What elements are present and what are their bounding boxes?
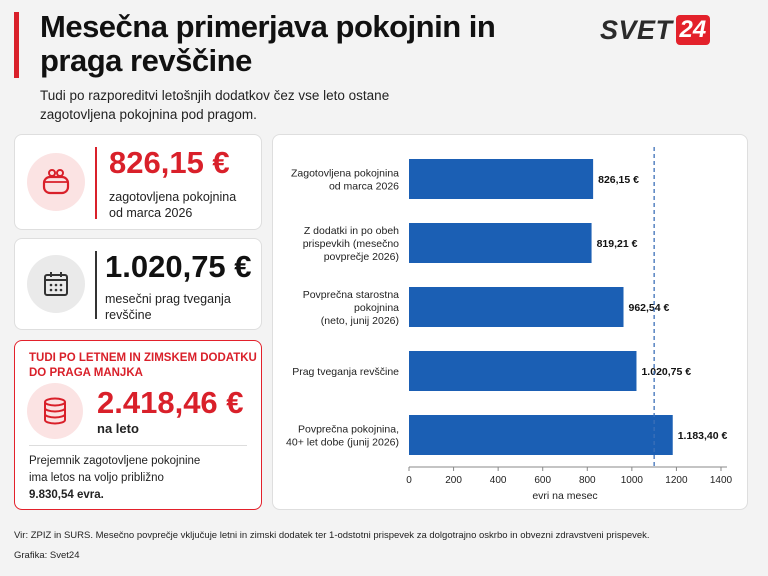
svet24-logo: SVET 24	[600, 14, 711, 46]
bar	[409, 287, 624, 327]
category-label: prispevkih (mesečno	[303, 238, 399, 250]
pension-card: 826,15 € zagotovljena pokojnina od marca…	[14, 134, 262, 230]
bar	[409, 415, 673, 455]
category-label: Z dodatki in po obeh	[304, 225, 399, 237]
category-label: 40+ let dobe (junij 2026)	[286, 437, 399, 449]
x-tick-label: 800	[579, 475, 596, 486]
bar-value-label: 1.183,40 €	[678, 430, 728, 442]
x-tick-label: 1400	[710, 475, 733, 486]
threshold-label: mesečni prag tveganja revščine	[105, 292, 231, 322]
annual-heading: TUDI PO LETNEM IN ZIMSKEM DODATKU DO PRA…	[29, 352, 257, 379]
logo-number: 24	[675, 15, 711, 45]
category-label: Povprečna pokojnina,	[298, 424, 399, 436]
purse-icon	[27, 153, 85, 211]
annual-unit: na leto	[97, 421, 139, 436]
page-subtitle: Tudi po razporeditvi letošnjih dodatkov …	[40, 88, 390, 122]
bar-value-label: 962,54 €	[629, 302, 670, 314]
bar	[409, 159, 594, 199]
bar	[409, 223, 592, 263]
page-title: Mesečna primerjava pokojnin in praga rev…	[40, 9, 496, 78]
x-tick-label: 0	[406, 475, 412, 486]
bar-value-label: 819,21 €	[597, 238, 638, 250]
annual-divider	[29, 445, 247, 446]
x-axis-title: evri na mesec	[532, 490, 597, 502]
category-label: Zagotovljena pokojnina	[291, 168, 399, 180]
x-tick-label: 400	[490, 475, 507, 486]
x-tick-label: 1000	[621, 475, 644, 486]
category-label: od marca 2026	[329, 181, 399, 193]
x-tick-label: 200	[445, 475, 462, 486]
annual-value: 2.418,46 €	[97, 385, 244, 420]
threshold-card: 1.020,75 € mesečni prag tveganja revščin…	[14, 238, 262, 330]
source-note: Vir: ZPIZ in SURS. Mesečno povprečje vkl…	[14, 530, 650, 541]
annual-note-value: 9.830,54 evra.	[29, 489, 104, 501]
bar-value-label: 826,15 €	[598, 174, 639, 186]
calendar-icon	[27, 255, 85, 313]
bar-value-label: 1.020,75 €	[641, 366, 691, 378]
coins-icon	[27, 383, 83, 439]
annual-note: Prejemnik zagotovljene pokojnine ima let…	[29, 455, 201, 484]
category-label: Prag tveganja revščine	[292, 366, 399, 378]
chart-card: 826,15 € Zagotovljena pokojnina od marca 2…	[272, 134, 748, 510]
pension-label: zagotovljena pokojnina od marca 2026	[109, 190, 237, 220]
category-label: pokojnina	[354, 302, 399, 314]
category-label: Povprečna starostna	[303, 289, 399, 301]
category-label: povprečje 2026)	[324, 251, 399, 263]
pension-value: 826,15 €	[109, 145, 230, 180]
annual-gap-card: TUDI PO LETNEM IN ZIMSKEM DODATKU DO PRA…	[14, 340, 262, 510]
category-label: (neto, junij 2026)	[321, 315, 399, 327]
x-tick-label: 600	[534, 475, 551, 486]
x-tick-label: 1200	[665, 475, 688, 486]
threshold-value: 1.020,75 €	[105, 249, 252, 284]
bar	[409, 351, 637, 391]
title-accent-bar	[14, 12, 19, 78]
logo-text: SVET	[600, 14, 673, 45]
threshold-divider	[95, 251, 97, 319]
credit-note: Grafika: Svet24	[14, 550, 80, 561]
pension-divider	[95, 147, 97, 219]
